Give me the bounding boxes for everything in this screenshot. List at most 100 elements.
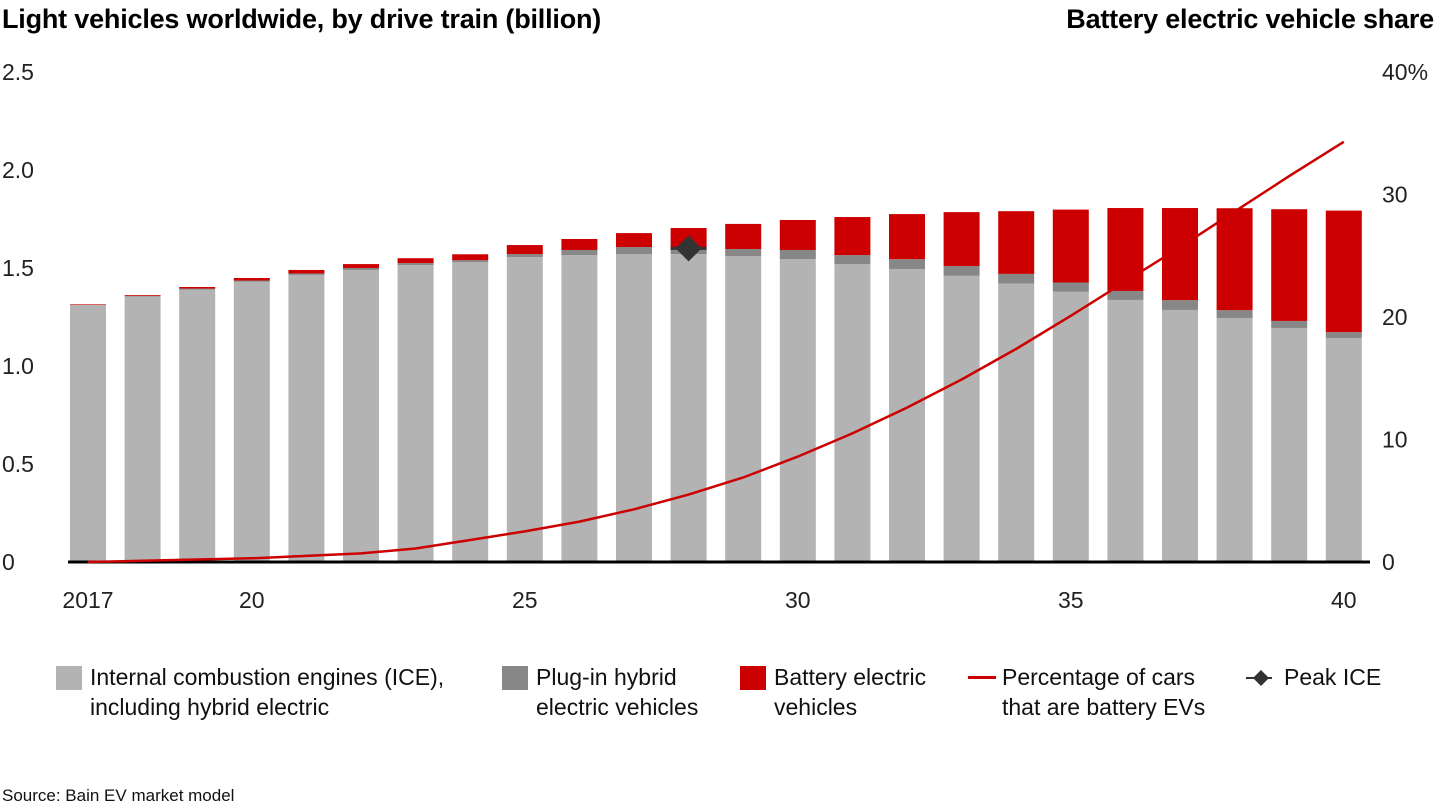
bar-bev-2032	[889, 214, 925, 260]
bar-ice-2035	[1052, 291, 1089, 562]
left-axis-ticks: 0 0.5 1.0 1.5 2.0 2.5	[2, 59, 34, 575]
bar-phev-2039	[1271, 320, 1308, 328]
bar-ice-2032	[889, 268, 925, 562]
bar-phev-2020	[233, 280, 270, 282]
bar-phev-2026	[561, 249, 598, 256]
bar-phev-2033	[943, 266, 980, 276]
bar-bev-2017	[70, 304, 106, 305]
bar-ice-2031	[834, 264, 871, 562]
bar-ice-2018	[124, 296, 161, 562]
bev-share-line	[87, 140, 1345, 564]
bar-bev-2030	[779, 219, 816, 250]
bar-phev-2038	[1216, 310, 1253, 318]
bar-phev-2018	[124, 295, 161, 297]
right-tick-label: 20	[1382, 304, 1408, 330]
left-tick-label: 2.0	[2, 157, 34, 183]
bar-ice-2024	[452, 262, 489, 562]
bar-phev-2031	[834, 255, 871, 265]
bar-ice-2034	[998, 283, 1035, 562]
chart-title-right: Battery electric vehicle share	[1066, 4, 1434, 34]
peak-ice-marker	[675, 235, 702, 262]
bar-ice-2039	[1271, 327, 1308, 562]
bar-bev-2033	[943, 212, 980, 267]
left-tick-label: 1.0	[2, 353, 34, 379]
legend-label-share: Percentage of cars that are battery EVs	[1002, 664, 1206, 720]
line-swatch-icon	[968, 676, 996, 679]
right-tick-label: 30	[1382, 182, 1408, 208]
bars-group	[70, 208, 1362, 563]
bar-ice-2026	[561, 255, 598, 562]
bar-phev-2025	[506, 254, 543, 258]
bar-phev-2034	[998, 273, 1035, 284]
x-tick-label: 30	[785, 587, 811, 613]
bar-ice-2017	[70, 305, 106, 562]
phev-swatch-icon	[502, 666, 528, 690]
bar-ice-2036	[1107, 299, 1144, 562]
bar-phev-2037	[1162, 300, 1198, 310]
bar-ice-2020	[233, 281, 270, 562]
bar-bev-2022	[343, 264, 379, 268]
peak-ice-marker-group	[670, 235, 707, 262]
x-tick-label: 20	[239, 587, 265, 613]
bar-ice-2025	[506, 257, 543, 562]
bar-bev-2025	[506, 245, 543, 255]
bar-bev-2019	[179, 287, 216, 289]
bar-ice-2030	[779, 258, 816, 562]
bar-bev-2036	[1107, 208, 1144, 291]
bar-bev-2023	[397, 258, 434, 264]
right-tick-label: 40%	[1382, 59, 1428, 85]
bar-phev-2035	[1052, 282, 1089, 292]
x-tick-label: 25	[512, 587, 538, 613]
bar-phev-2023	[397, 263, 434, 266]
bar-bev-2020	[233, 277, 270, 281]
bar-phev-2040	[1325, 332, 1362, 338]
x-tick-label: 2017	[62, 587, 113, 613]
diamond-icon	[1246, 670, 1272, 686]
bar-ice-2021	[288, 274, 325, 562]
bev-swatch-icon	[740, 666, 766, 690]
bar-phev-2019	[179, 288, 216, 290]
left-tick-label: 2.5	[2, 59, 34, 85]
bar-bev-2031	[834, 217, 871, 256]
bar-phev-2032	[889, 259, 925, 269]
bar-bev-2034	[998, 211, 1035, 274]
bar-bev-2024	[452, 254, 489, 261]
x-axis-ticks: 2017 20 25 30 35 40	[62, 587, 1356, 613]
bar-phev-2024	[452, 260, 489, 263]
left-tick-label: 1.5	[2, 255, 34, 281]
source-note: Source: Bain EV market model	[2, 786, 235, 805]
bar-ice-2038	[1216, 317, 1253, 562]
right-axis-ticks: 0 10 20 30 40%	[1382, 59, 1428, 575]
bar-phev-2021	[288, 273, 325, 275]
right-tick-label: 0	[1382, 549, 1395, 575]
legend-label-peak: Peak ICE	[1284, 664, 1382, 690]
legend-label-ice: Internal combustion engines (ICE), inclu…	[90, 664, 445, 720]
bar-ice-2028	[670, 254, 707, 563]
bar-ice-2040	[1325, 337, 1362, 562]
left-tick-label: 0	[2, 549, 15, 575]
bar-phev-2029	[725, 248, 762, 257]
bar-bev-2039	[1271, 209, 1308, 321]
bar-bev-2029	[725, 223, 762, 249]
bar-ice-2033	[943, 275, 980, 562]
bar-bev-2021	[288, 269, 325, 274]
bar-ice-2027	[616, 254, 652, 563]
chart-title-left: Light vehicles worldwide, by drive train…	[2, 4, 602, 34]
x-tick-label: 35	[1058, 587, 1084, 613]
bar-bev-2026	[561, 238, 598, 250]
legend-label-phev: Plug-in hybrid electric vehicles	[536, 664, 699, 720]
legend-label-bev: Battery electric vehicles	[774, 664, 927, 720]
bar-bev-2027	[616, 233, 652, 248]
bar-phev-2027	[616, 247, 652, 255]
bar-bev-2038	[1216, 208, 1253, 311]
left-tick-label: 0.5	[2, 451, 34, 477]
bar-bev-2040	[1325, 210, 1362, 333]
bar-phev-2036	[1107, 290, 1144, 300]
right-tick-label: 10	[1382, 427, 1408, 453]
bar-phev-2022	[343, 268, 379, 270]
bar-ice-2037	[1162, 309, 1198, 562]
bar-ice-2019	[179, 289, 216, 562]
x-tick-label: 40	[1331, 587, 1357, 613]
bar-bev-2018	[124, 295, 161, 296]
